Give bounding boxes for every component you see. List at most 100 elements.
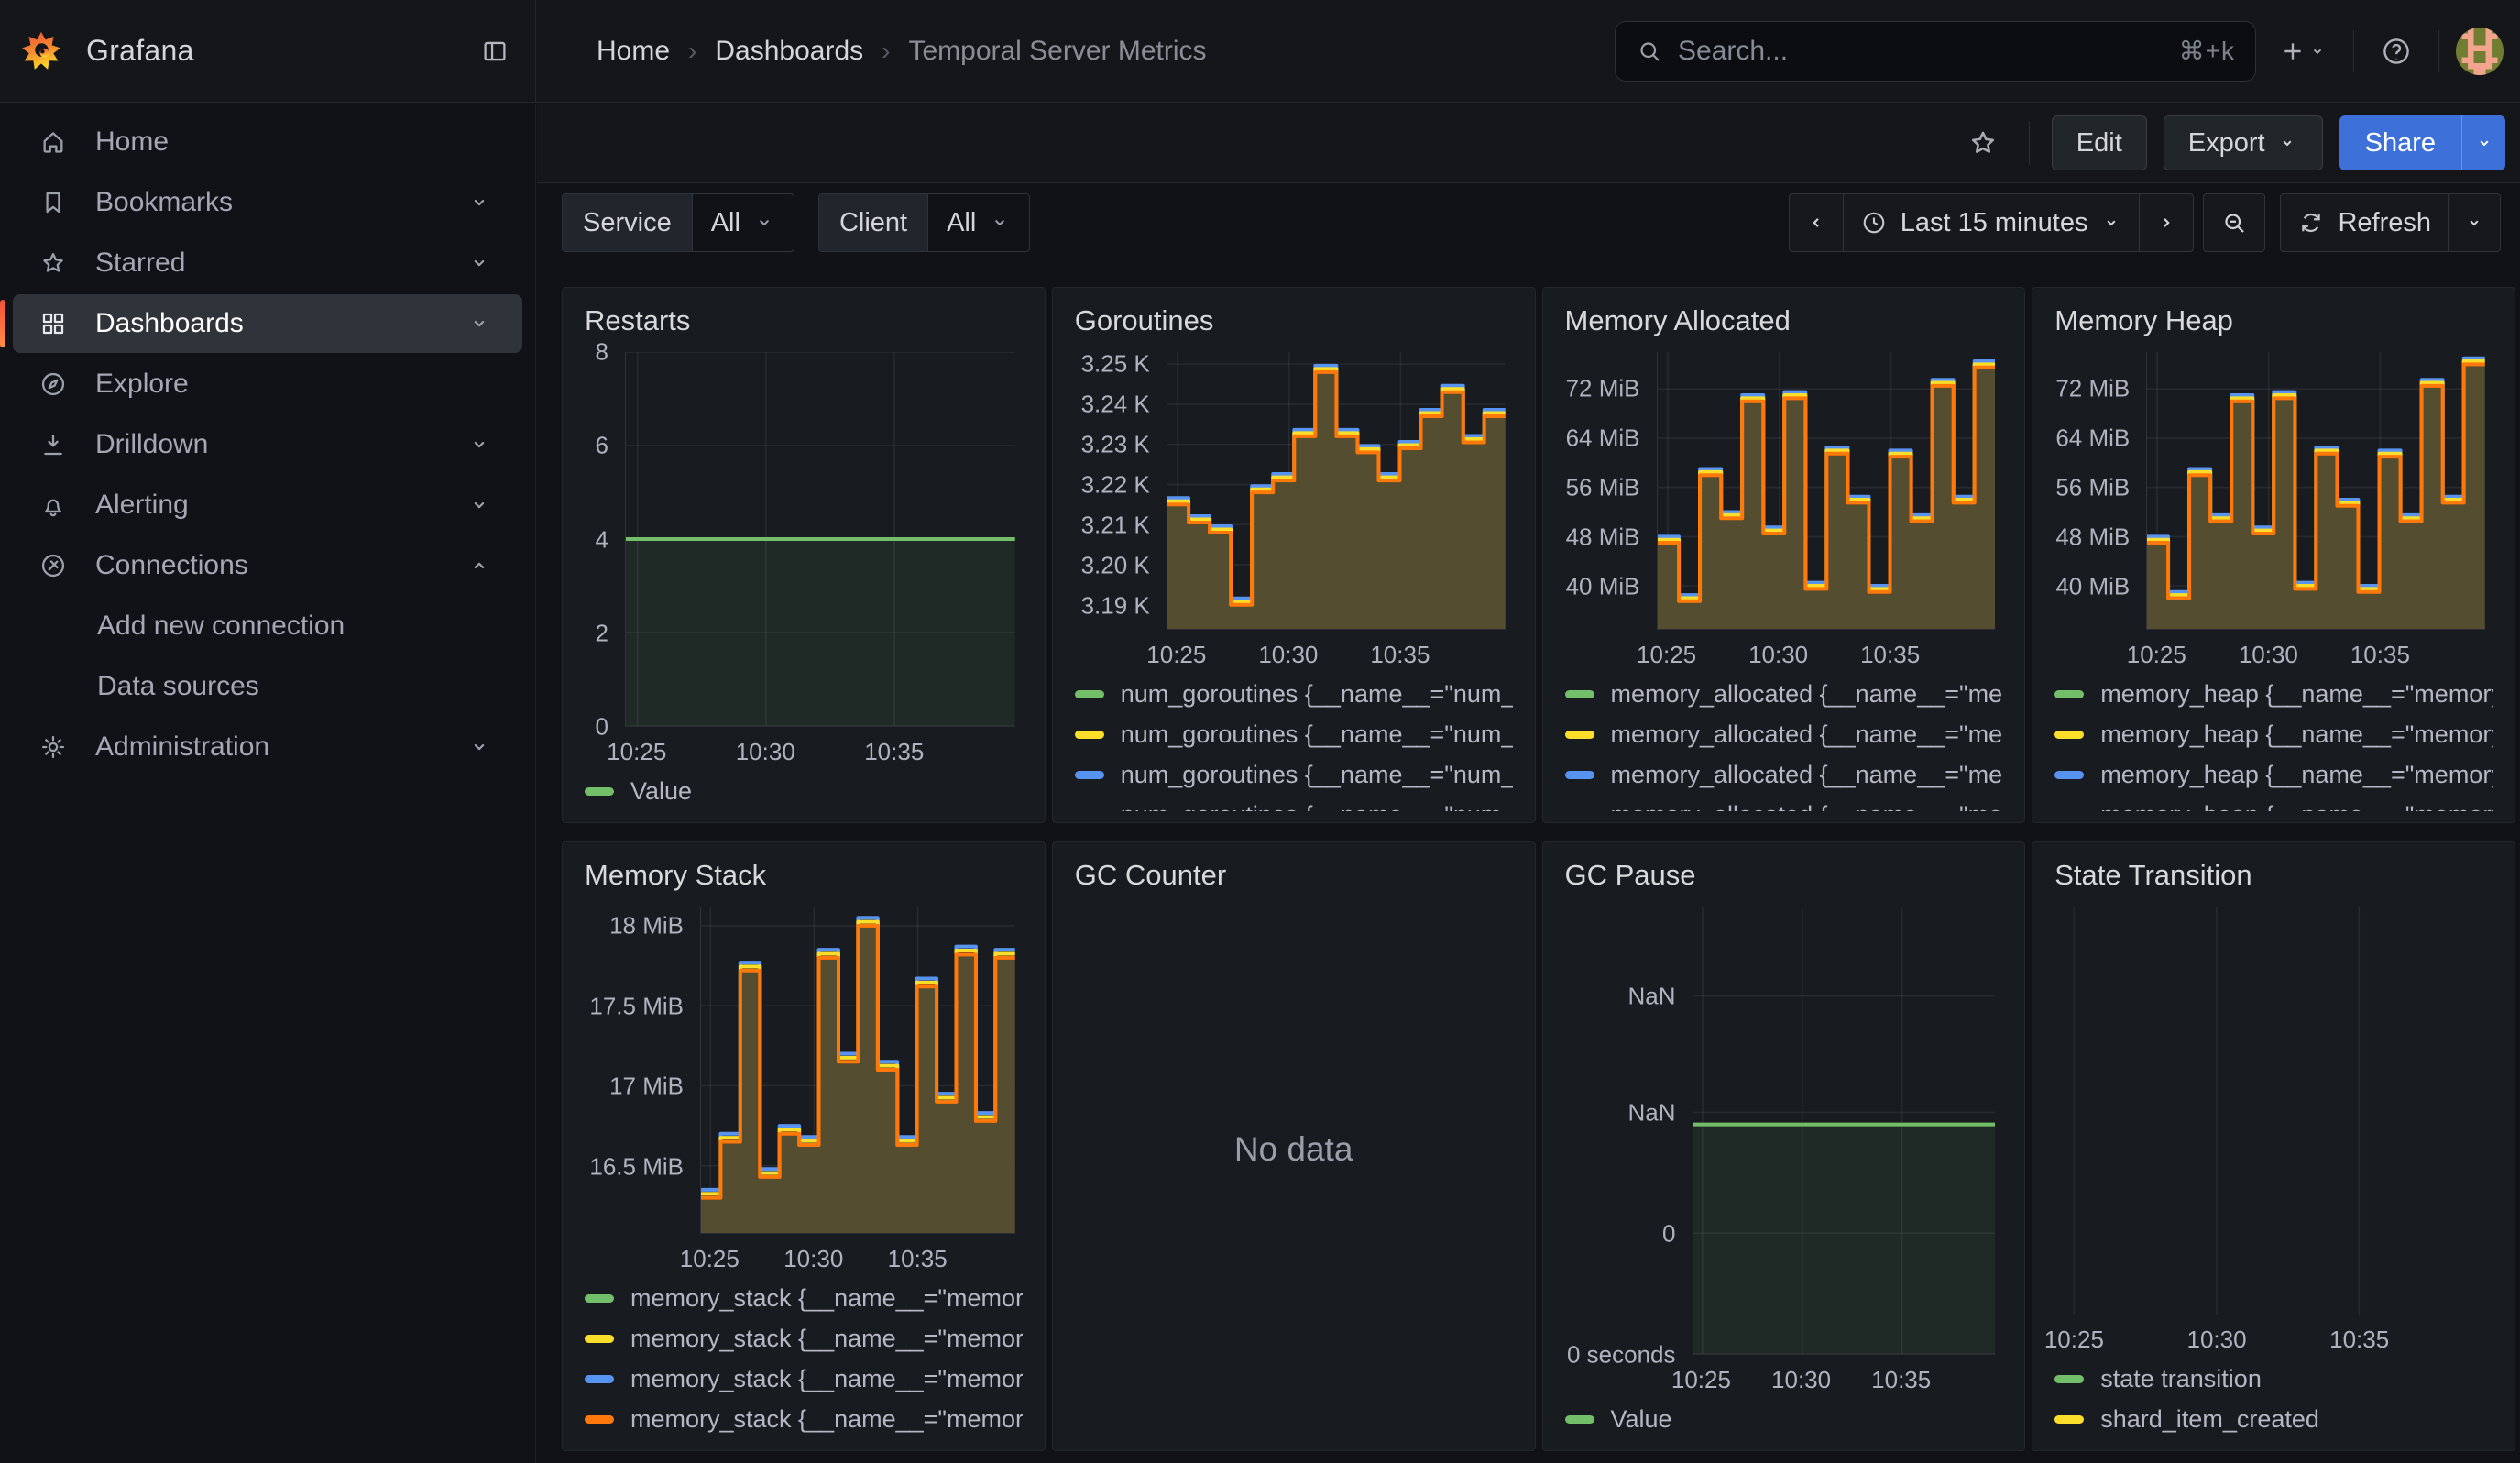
x-axis: 10:2510:3010:35	[1167, 630, 1506, 672]
panel-title[interactable]: Memory Heap	[2054, 301, 2493, 341]
panel-title[interactable]: State Transition	[2054, 855, 2493, 896]
sidebar-item-explore[interactable]: Explore	[13, 355, 522, 413]
time-range-picker[interactable]: Last 15 minutes	[1844, 193, 2141, 252]
search-input[interactable]	[1678, 36, 2164, 67]
grafana-logo-icon[interactable]	[20, 30, 62, 72]
plot-area	[2065, 907, 2485, 1314]
breadcrumb-item[interactable]: Home	[597, 36, 670, 67]
x-axis-tick-label: 10:35	[864, 738, 924, 766]
legend-item[interactable]: memory_heap {__name__="memory_h	[2054, 754, 2493, 795]
legend-item[interactable]: memory_stack {__name__="memory_s	[585, 1399, 1023, 1439]
legend-item[interactable]: num_goroutines {__name__="num_go	[1075, 674, 1513, 714]
chevron-down-icon[interactable]	[467, 251, 491, 275]
favorite-star-icon[interactable]	[1959, 119, 2007, 167]
user-avatar[interactable]	[2456, 28, 2504, 75]
legend-item[interactable]: num_goroutines {__name__="num_go	[1075, 795, 1513, 811]
plot-area	[1693, 907, 1996, 1355]
chart-body: 86420	[585, 345, 1023, 727]
y-axis-tick-label: NaN	[1627, 1098, 1675, 1127]
dashboard-canvas: ServiceAllClientAll Last 15 minutes	[537, 184, 2520, 1463]
legend-item[interactable]: memory_heap {__name__="memory_h	[2054, 714, 2493, 754]
help-button[interactable]	[2371, 26, 2422, 77]
sidebar-item-home[interactable]: Home	[13, 113, 522, 171]
time-back-button[interactable]	[1789, 193, 1844, 252]
legend-item[interactable]: Value	[1565, 1399, 2003, 1439]
filter-value-dropdown[interactable]: All	[927, 194, 1029, 251]
legend-item[interactable]: memory_allocated {__name__="memo	[1565, 674, 2003, 714]
filter-value-dropdown[interactable]: All	[692, 194, 794, 251]
y-axis: 3.25 K3.24 K3.23 K3.22 K3.21 K3.20 K3.19…	[1075, 352, 1167, 630]
chevron-down-icon[interactable]	[467, 493, 491, 517]
sidebar-item-label: Connections	[95, 550, 248, 581]
legend-label: memory_heap {__name__="memory_h	[2100, 801, 2493, 812]
zoom-out-button[interactable]	[2203, 193, 2265, 252]
legend-item[interactable]: Value	[585, 771, 1023, 811]
edit-button[interactable]: Edit	[2052, 116, 2147, 170]
legend-item[interactable]: memory_heap {__name__="memory_h	[2054, 674, 2493, 714]
sidebar-item-bookmarks[interactable]: Bookmarks	[13, 173, 522, 232]
legend-item[interactable]: memory_allocated {__name__="memo	[1565, 754, 2003, 795]
search-box[interactable]: ⌘+k	[1615, 21, 2256, 82]
refresh-button[interactable]: Refresh	[2280, 193, 2449, 252]
sidebar-item-administration[interactable]: Administration	[13, 718, 522, 776]
share-button[interactable]: Share	[2339, 116, 2461, 170]
sidebar-item-drilldown[interactable]: Drilldown	[13, 415, 522, 474]
y-axis-tick-label: 2	[596, 619, 608, 647]
sidebar-item-alerting[interactable]: Alerting	[13, 476, 522, 534]
legend-swatch	[1565, 731, 1594, 739]
legend-item[interactable]: memory_allocated {__name__="memo	[1565, 714, 2003, 754]
x-axis: 10:2510:3010:35	[625, 727, 1015, 769]
share-menu-caret[interactable]	[2461, 116, 2505, 170]
chevron-down-icon[interactable]	[467, 312, 491, 336]
chevron-down-icon[interactable]	[467, 433, 491, 456]
legend-item[interactable]: shard_item_created	[2054, 1399, 2493, 1439]
sidebar-item-data-sources[interactable]: Data sources	[13, 657, 522, 716]
panel-title[interactable]: Goroutines	[1075, 301, 1513, 341]
panel-title[interactable]: Memory Stack	[585, 855, 1023, 896]
sidebar-item-add-new-connection[interactable]: Add new connection	[13, 597, 522, 655]
legend-item[interactable]: memory_stack {__name__="memory_s	[585, 1318, 1023, 1358]
x-axis: 10:2510:3010:35	[700, 1234, 1015, 1276]
dock-menu-toggle-icon[interactable]	[475, 31, 515, 72]
search-icon	[1636, 38, 1663, 65]
chart-canvas	[701, 907, 1015, 1233]
chevron-down-icon[interactable]	[467, 735, 491, 759]
legend-swatch	[1565, 690, 1594, 698]
chart-legend: Value	[1565, 1399, 2003, 1439]
plot-area	[1167, 352, 1506, 630]
legend-item[interactable]: memory_heap {__name__="memory_h	[2054, 795, 2493, 811]
legend-label: Value	[1611, 1405, 1672, 1434]
bell-icon	[38, 490, 68, 520]
legend-item[interactable]: num_goroutines {__name__="num_go	[1075, 714, 1513, 754]
legend-item[interactable]: memory_stack {__name__="memory_s	[585, 1278, 1023, 1318]
x-axis-tick-label: 10:35	[2350, 641, 2410, 669]
legend-label: memory_heap {__name__="memory_h	[2100, 720, 2493, 749]
legend-label: num_goroutines {__name__="num_go	[1121, 801, 1513, 812]
sidebar-item-dashboards[interactable]: Dashboards	[13, 294, 522, 353]
refresh-group: Refresh	[2280, 193, 2501, 252]
export-button[interactable]: Export	[2164, 116, 2323, 170]
legend-item[interactable]: state transition	[2054, 1358, 2493, 1399]
panel-title[interactable]: Restarts	[585, 301, 1023, 341]
legend-label: memory_heap {__name__="memory_h	[2100, 761, 2493, 789]
time-forward-button[interactable]	[2140, 193, 2194, 252]
sidebar-item-label: Data sources	[97, 671, 259, 702]
chevron-down-icon[interactable]	[467, 191, 491, 214]
refresh-interval-caret[interactable]	[2449, 193, 2501, 252]
sidebar-item-connections[interactable]: Connections	[13, 536, 522, 595]
legend-item[interactable]: num_goroutines {__name__="num_go	[1075, 754, 1513, 795]
chart-legend: memory_allocated {__name__="memomemory_a…	[1565, 674, 2003, 811]
legend-label: memory_allocated {__name__="memo	[1611, 761, 2003, 789]
panel-title[interactable]: GC Counter	[1075, 855, 1513, 896]
breadcrumb-item[interactable]: Dashboards	[715, 36, 863, 67]
add-new-button[interactable]	[2269, 26, 2337, 77]
legend-item[interactable]: memory_stack {__name__="memory_s	[585, 1358, 1023, 1399]
panel-title[interactable]: GC Pause	[1565, 855, 2003, 896]
chevron-up-icon[interactable]	[467, 554, 491, 578]
panel-title[interactable]: Memory Allocated	[1565, 301, 2003, 341]
chart-canvas	[2065, 907, 2485, 1314]
sidebar-item-starred[interactable]: Starred	[13, 234, 522, 292]
sidebar-item-label: Administration	[95, 732, 269, 763]
top-nav-bar: Grafana Home›Dashboards›Temporal Server …	[0, 0, 2520, 103]
legend-item[interactable]: memory_allocated {__name__="memo	[1565, 795, 2003, 811]
